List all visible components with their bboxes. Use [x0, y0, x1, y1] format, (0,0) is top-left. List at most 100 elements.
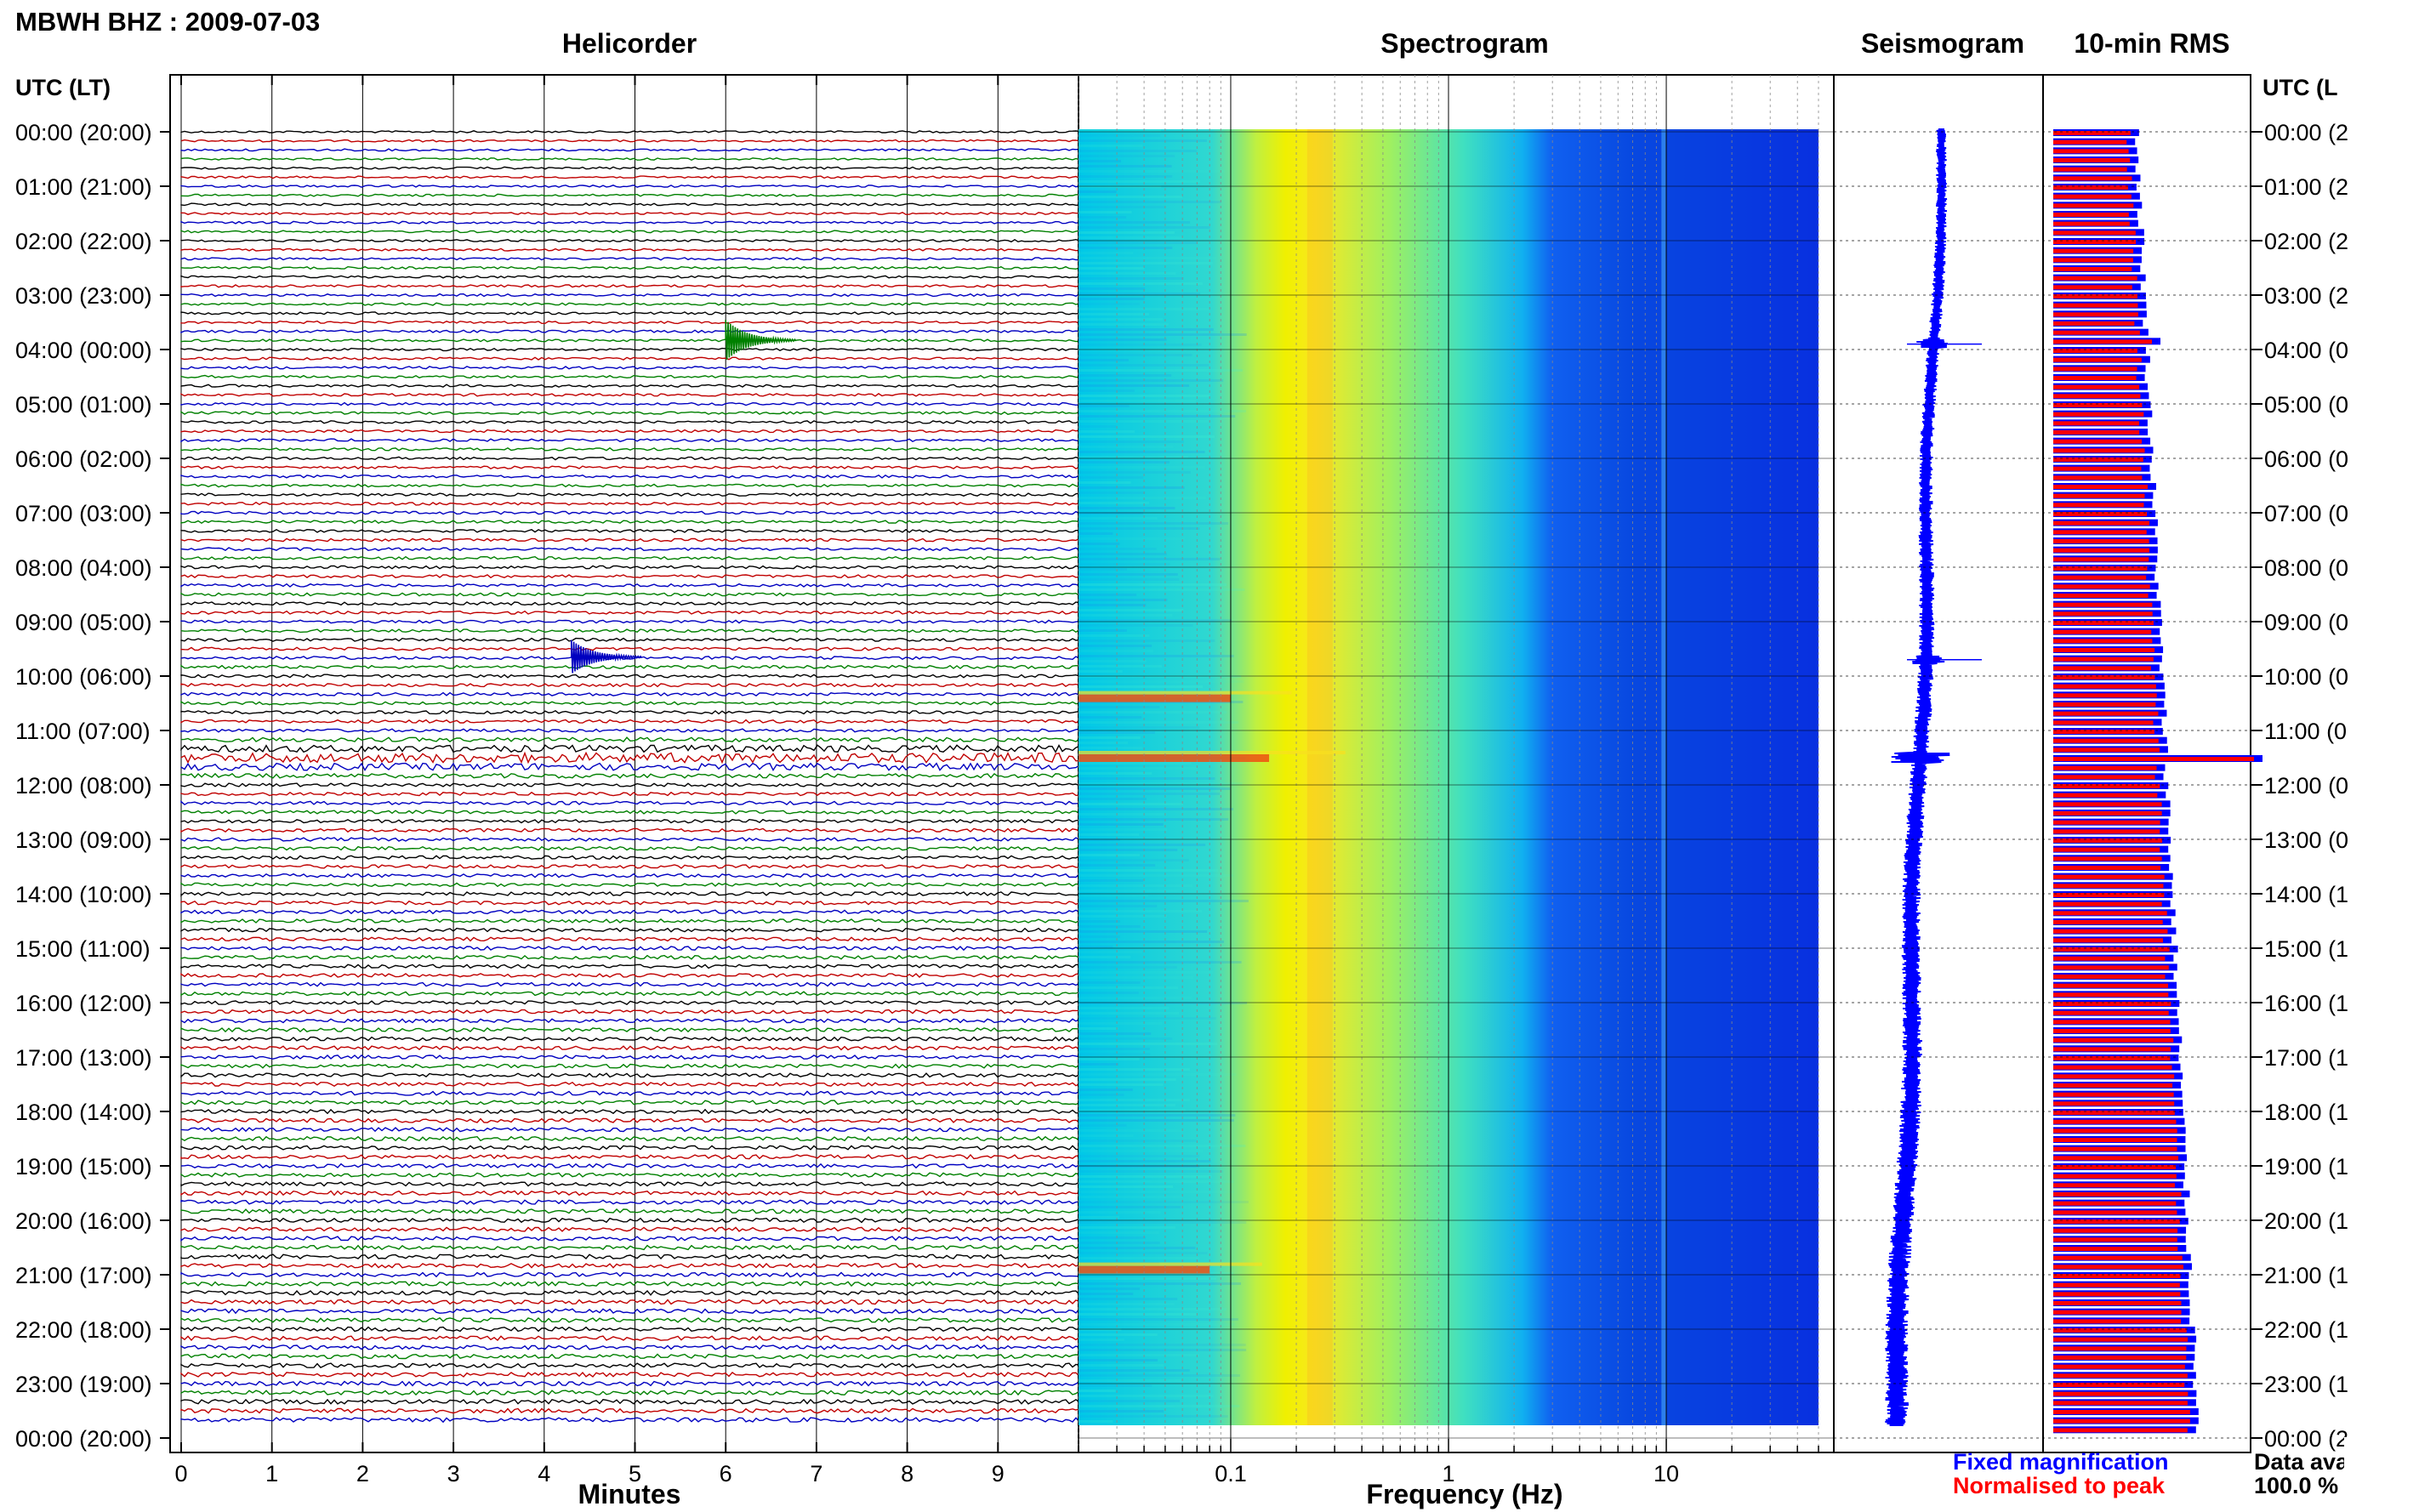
- spectrogram-stripe: [1079, 772, 1153, 775]
- rms-bar-normalised: [2053, 185, 2128, 190]
- spectrogram-stripe: [1079, 645, 1153, 647]
- rms-y-label: 21:00 (1: [2264, 1263, 2348, 1288]
- spectrogram-stripe: [1079, 492, 1146, 494]
- spectrogram-stripe: [1079, 415, 1236, 418]
- spectrogram-stripe: [1079, 721, 1238, 724]
- rms-bar-normalised: [2053, 1228, 2178, 1233]
- spectrogram-stripe: [1079, 389, 1135, 392]
- helicorder-trace-row: [180, 810, 1079, 815]
- spectrogram-stripe: [1079, 798, 1147, 800]
- rms-bar-normalised: [2053, 1319, 2182, 1324]
- spectrogram-stripe: [1079, 221, 1191, 224]
- helicorder-trace-row: [180, 1127, 1079, 1133]
- spectrogram-gridlines: [1078, 75, 1834, 1452]
- spectrogram-stripe: [1079, 726, 1200, 729]
- rms-bar-normalised: [2053, 458, 2143, 462]
- rms-bar-normalised: [2053, 702, 2156, 707]
- helicorder-trace-row: [180, 401, 1079, 406]
- spectrogram-stripe: [1079, 1247, 1196, 1249]
- spectrogram-stripe: [1079, 1078, 1176, 1081]
- rms-bar-normalised: [2053, 176, 2132, 181]
- rms-bar-normalised: [2053, 1146, 2177, 1151]
- helicorder-trace-row: [180, 366, 1079, 370]
- helicorder-trace-row: [180, 547, 1079, 552]
- helicorder-y-label: 07:00 (03:00): [15, 501, 152, 526]
- helicorder-trace-row: [180, 1281, 1079, 1287]
- rms-bar-normalised: [2053, 167, 2127, 172]
- rms-bar-normalised: [2053, 1138, 2177, 1142]
- spectrogram-stripe: [1079, 1252, 1208, 1254]
- helicorder-trace-row: [180, 855, 1079, 861]
- rms-bar-normalised: [2053, 557, 2149, 562]
- helicorder-trace-row: [180, 1009, 1079, 1015]
- helicorder-trace-row: [180, 782, 1079, 787]
- helicorder-event: [725, 320, 797, 360]
- rms-bar-normalised: [2053, 1128, 2177, 1134]
- rms-bar-normalised: [2053, 639, 2153, 644]
- spectrogram-stripe: [1079, 400, 1197, 402]
- helicorder-trace-row: [180, 230, 1079, 234]
- spectrogram-stripe: [1079, 920, 1120, 923]
- spectrogram-stripe: [1079, 864, 1156, 867]
- helicorder-y-label: 21:00 (17:00): [15, 1263, 152, 1288]
- helicorder-trace-row: [180, 574, 1079, 579]
- rms-bar-normalised: [2053, 738, 2159, 743]
- helicorder-trace-row: [180, 691, 1079, 696]
- spectrogram-stripe: [1079, 905, 1158, 907]
- spectrogram-stripe: [1079, 1145, 1246, 1147]
- helicorder-x-tick-label: 9: [992, 1461, 1005, 1486]
- spectrogram-stripe: [1079, 650, 1153, 652]
- helicorder-x-tick-label: 5: [629, 1461, 641, 1486]
- rms-bar-normalised: [2053, 629, 2152, 634]
- spectrogram-stripe: [1079, 941, 1224, 943]
- helicorder-trace-row: [180, 991, 1079, 997]
- rms-bar-normalised: [2053, 439, 2143, 444]
- helicorder-y-label: 17:00 (13:00): [15, 1045, 152, 1071]
- spectrogram-stripe: [1079, 1242, 1160, 1244]
- spectrogram-stripe: [1079, 216, 1127, 219]
- spectrogram-stripe: [1079, 1063, 1118, 1066]
- rms-bar-normalised: [2053, 1292, 2181, 1297]
- spectrogram-stripe: [1079, 951, 1143, 953]
- rms-bar-normalised: [2053, 367, 2137, 372]
- spectrogram-stripe: [1079, 1094, 1124, 1096]
- spectrogram-stripe: [1079, 1323, 1235, 1326]
- helicorder-trace-row: [180, 329, 1079, 333]
- helicorder-trace-row: [180, 537, 1079, 543]
- rms-bar-normalised: [2053, 992, 2169, 998]
- spectrogram-stripe: [1079, 1124, 1127, 1127]
- rms-y-label: 01:00 (2: [2264, 174, 2348, 200]
- spectrogram-stripe: [1079, 609, 1184, 611]
- helicorder-y-label: 11:00 (07:00): [15, 719, 151, 744]
- spectrogram-stripe: [1079, 313, 1149, 315]
- rms-bar-normalised: [2053, 475, 2143, 480]
- helicorder-y-label: 12:00 (08:00): [15, 773, 152, 799]
- helicorder-trace-row: [180, 1371, 1079, 1378]
- spectrogram-stripe: [1079, 1185, 1174, 1188]
- helicorder-y-label: 14:00 (10:00): [15, 882, 152, 907]
- spectrogram-stripe: [1079, 808, 1233, 810]
- spectrogram-stripe: [1079, 935, 1120, 938]
- spectrogram-stripe: [1079, 895, 1148, 897]
- spectrogram-stripe: [1079, 762, 1192, 765]
- rms-bar-normalised: [2053, 684, 2156, 689]
- spectrogram-stripe: [1079, 374, 1172, 377]
- helicorder-trace-row: [180, 936, 1079, 942]
- helicorder-trace-row: [180, 257, 1079, 261]
- helicorder-trace-row: [180, 510, 1079, 515]
- rms-bar-normalised: [2053, 757, 2254, 761]
- legend-normalised-to-peak: Normalised to peak: [1953, 1473, 2166, 1498]
- rms-bar-normalised: [2053, 866, 2161, 870]
- rms-bar-normalised: [2053, 1101, 2175, 1106]
- rms-bar-normalised: [2053, 1247, 2178, 1251]
- rms-bar-normalised: [2053, 448, 2145, 453]
- spectrogram-stripe: [1079, 660, 1147, 662]
- spectrogram-stripe: [1079, 869, 1219, 872]
- seismogram-trace: [1885, 128, 1982, 1426]
- helicorder-trace-row: [180, 1072, 1079, 1078]
- spectrogram-stripe: [1079, 665, 1163, 668]
- rms-y-label: 00:00 (2: [2264, 120, 2348, 145]
- rms-y-label: 16:00 (1: [2264, 991, 2348, 1016]
- spectrogram-stripe: [1079, 1180, 1234, 1183]
- rms-bar-normalised: [2053, 376, 2137, 380]
